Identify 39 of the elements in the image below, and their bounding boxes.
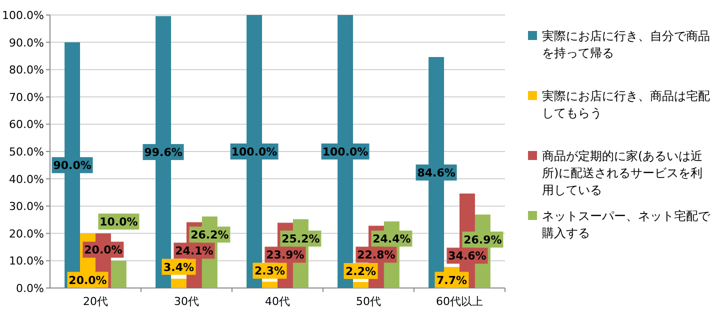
data-label: 2.2% [346, 264, 376, 278]
data-label: 99.6% [144, 146, 182, 160]
data-label: 26.9% [464, 234, 502, 247]
x-tick-label: 50代 [356, 295, 381, 308]
data-label: 24.4% [372, 232, 411, 246]
data-label: 84.6% [417, 166, 456, 180]
legend-label: 実際にお店に行き、自分で商品を持って帰る [542, 29, 710, 60]
y-tick-label: 90.0% [9, 36, 44, 50]
data-label: 10.0% [100, 216, 138, 229]
x-tick-label: 30代 [174, 295, 199, 308]
legend-label: ネットスーパー、ネット宅配で購入する [542, 209, 711, 240]
y-tick-label: 30.0% [9, 200, 44, 214]
data-label: 3.4% [164, 260, 194, 274]
y-tick-label: 40.0% [9, 172, 44, 186]
data-label: 2.3% [254, 264, 286, 278]
data-label: 26.2% [190, 228, 229, 242]
data-label: 24.1% [175, 244, 214, 258]
legend-label: 商品が定期的に家(あるいは近所)に配送されるサービスを利用している [542, 149, 703, 197]
x-tick-label: 60代以上 [436, 295, 483, 308]
data-label: 100.0% [231, 146, 278, 158]
data-label: 22.8% [357, 248, 396, 262]
legend-label: 実際にお店に行き、商品は宅配してもらう [542, 89, 710, 120]
y-tick-label: 10.0% [9, 254, 44, 268]
x-tick-label: 40代 [265, 295, 290, 308]
y-tick-label: 80.0% [9, 64, 44, 77]
y-tick-label: 20.0% [9, 227, 44, 240]
y-tick-label: 60.0% [9, 118, 44, 132]
data-label: 100.0% [322, 146, 368, 158]
data-label: 20.0% [84, 244, 122, 257]
y-tick-label: 50.0% [9, 146, 44, 158]
data-label: 34.6% [448, 250, 486, 263]
data-label: 23.9% [266, 248, 304, 262]
data-label: 25.2% [282, 232, 320, 246]
y-tick-label: 0.0% [16, 282, 44, 295]
y-tick-label: 100.0% [2, 9, 44, 22]
x-tick-label: 20代 [83, 295, 108, 308]
y-tick-label: 70.0% [9, 90, 44, 104]
data-label: 20.0% [68, 274, 107, 287]
data-label: 90.0% [53, 159, 92, 172]
